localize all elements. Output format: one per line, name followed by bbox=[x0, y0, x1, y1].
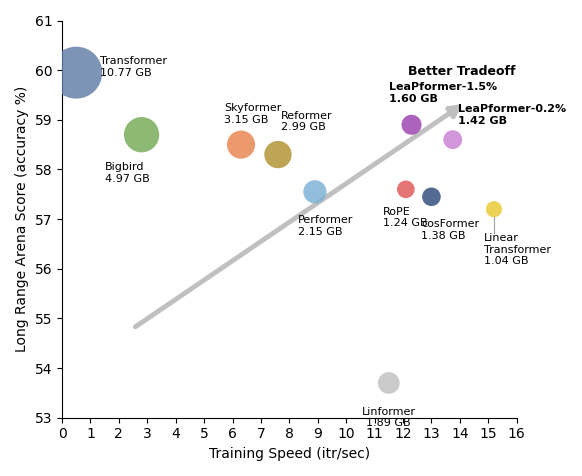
Text: LeaPformer-0.2%
1.42 GB: LeaPformer-0.2% 1.42 GB bbox=[459, 104, 566, 126]
Point bbox=[310, 188, 320, 196]
Text: Performer
2.15 GB: Performer 2.15 GB bbox=[298, 215, 353, 237]
Text: RoPE
1.24 GB: RoPE 1.24 GB bbox=[383, 207, 428, 228]
Point bbox=[448, 136, 457, 143]
Text: Bigbird
4.97 GB: Bigbird 4.97 GB bbox=[105, 162, 150, 184]
Point bbox=[274, 151, 283, 159]
Text: Better Tradeoff: Better Tradeoff bbox=[408, 65, 515, 78]
Point bbox=[384, 379, 393, 387]
Point bbox=[489, 205, 499, 213]
Point bbox=[236, 141, 246, 149]
Point bbox=[407, 121, 416, 129]
X-axis label: Training Speed (itr/sec): Training Speed (itr/sec) bbox=[209, 447, 370, 461]
Text: Linformer
1.89 GB: Linformer 1.89 GB bbox=[362, 407, 416, 428]
Text: Reformer
2.99 GB: Reformer 2.99 GB bbox=[281, 110, 332, 132]
Text: LeaPformer-1.5%
1.60 GB: LeaPformer-1.5% 1.60 GB bbox=[389, 82, 497, 104]
Point bbox=[401, 186, 410, 193]
Point bbox=[427, 193, 436, 200]
Text: Linear
Transformer
1.04 GB: Linear Transformer 1.04 GB bbox=[484, 233, 551, 266]
Text: cosFormer
1.38 GB: cosFormer 1.38 GB bbox=[421, 219, 480, 241]
Text: Transformer
10.77 GB: Transformer 10.77 GB bbox=[100, 56, 168, 78]
Point bbox=[137, 131, 146, 139]
Text: Skyformer
3.15 GB: Skyformer 3.15 GB bbox=[224, 103, 281, 125]
Point bbox=[72, 69, 81, 77]
Y-axis label: Long Range Arena Score (accuracy %): Long Range Arena Score (accuracy %) bbox=[15, 86, 29, 352]
